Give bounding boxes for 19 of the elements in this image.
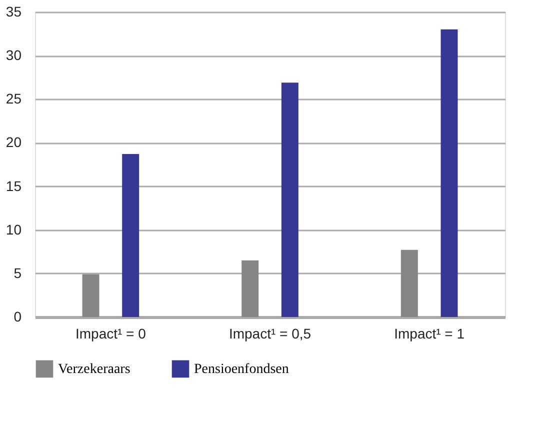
y-tick-label: 5 <box>14 264 22 281</box>
y-tick-label: 10 <box>6 221 22 238</box>
y-tick-label: 25 <box>6 90 22 107</box>
bar <box>281 82 298 317</box>
y-tick-label: 35 <box>6 4 22 20</box>
legend-label: Pensioenfondsen <box>194 362 289 377</box>
y-tick-label: 20 <box>6 134 22 150</box>
y-tick-label: 0 <box>14 308 22 324</box>
bar <box>82 274 100 317</box>
legend-label: Verzekeraars <box>58 362 130 377</box>
x-tick-label: Impact¹ = 1 <box>394 326 465 342</box>
x-tick-label: Impact¹ = 0,5 <box>228 326 312 342</box>
y-tick-label: 30 <box>6 47 22 64</box>
y-tick-label: 15 <box>6 178 22 194</box>
bar <box>400 250 418 317</box>
x-tick-label: Impact¹ = 0 <box>75 326 146 342</box>
bar <box>122 154 140 317</box>
bar <box>242 260 259 317</box>
bar <box>440 29 458 317</box>
